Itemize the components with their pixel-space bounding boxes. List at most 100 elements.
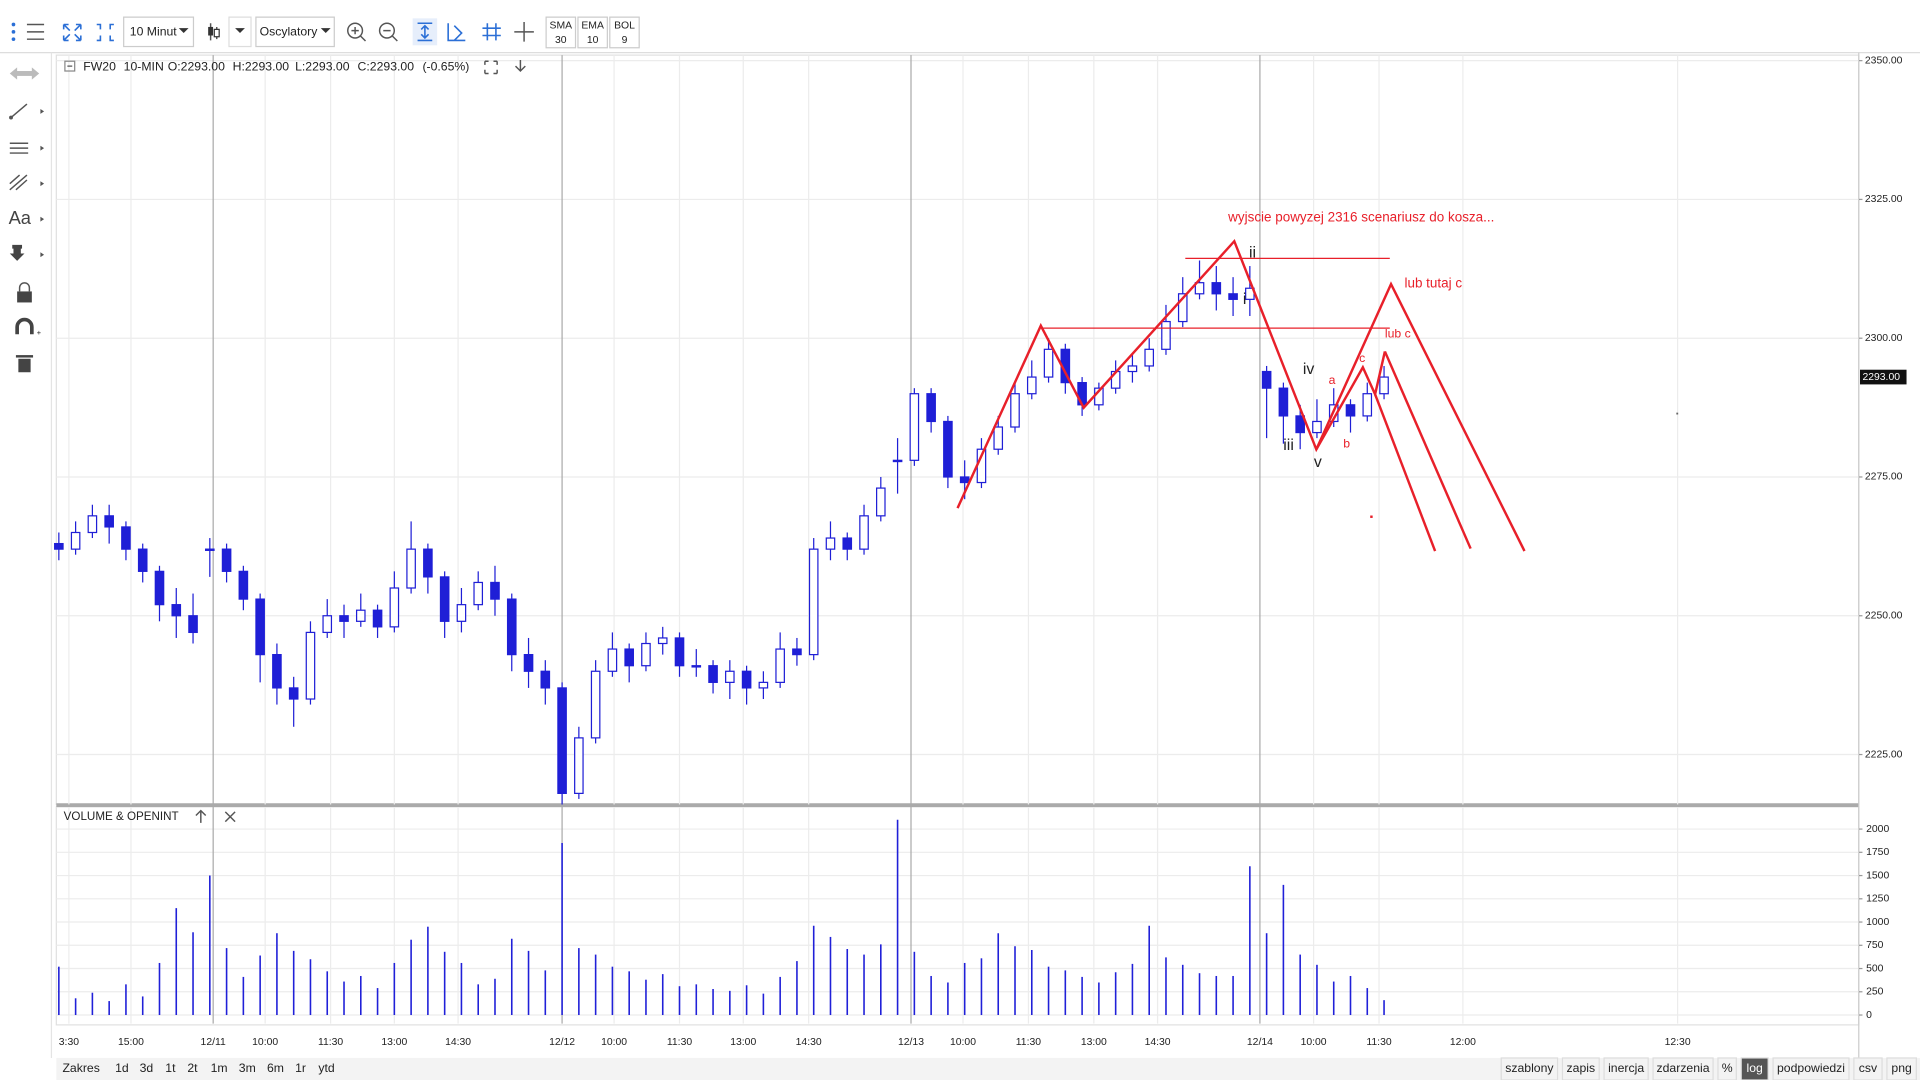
- candle-body: [490, 581, 500, 600]
- arrow-tool[interactable]: [9, 244, 45, 261]
- candle-body: [943, 420, 953, 478]
- x-tick-label: 10:00: [601, 1037, 627, 1048]
- menu-dots[interactable]: [11, 22, 16, 42]
- text-tool-arrow: [40, 216, 45, 222]
- option-button[interactable]: [1500, 1057, 1559, 1080]
- magnet-button[interactable]: +: [15, 317, 41, 337]
- y-tick-label: 2325.00: [1865, 194, 1903, 205]
- x-tick-label: 11:30: [667, 1037, 692, 1048]
- autoscale-button[interactable]: [412, 18, 438, 46]
- candle-body: [288, 687, 299, 700]
- option-button[interactable]: [1772, 1057, 1850, 1080]
- zoom-out-button[interactable]: [378, 22, 398, 42]
- candle-body: [1295, 415, 1305, 434]
- y-tick-label: 2275.00: [1865, 472, 1903, 483]
- scroll-end-button[interactable]: [447, 23, 466, 42]
- indicator-button[interactable]: [545, 16, 577, 49]
- option-button[interactable]: [1740, 1057, 1769, 1080]
- drawn-dot: [1676, 412, 1679, 415]
- y-tick-label: 1500: [1866, 870, 1889, 881]
- candle-body: [641, 642, 651, 667]
- crosshair-button[interactable]: [514, 22, 534, 42]
- candle-body: [255, 598, 265, 656]
- line-tool[interactable]: [9, 103, 45, 120]
- interval-dropdown[interactable]: [123, 16, 195, 48]
- option-label: log: [1747, 1061, 1764, 1075]
- fullscreen-button[interactable]: [62, 23, 82, 42]
- text-tool[interactable]: Aa: [9, 207, 32, 228]
- candle-body: [792, 648, 802, 656]
- annotation: v: [1314, 454, 1322, 471]
- x-tick-label: 11:30: [1366, 1037, 1391, 1048]
- dropdown-arrow: [320, 28, 331, 34]
- candle-body: [607, 648, 618, 672]
- candle-body: [691, 665, 702, 668]
- candle-body: [1345, 404, 1356, 417]
- last-price-label: 2293.00: [1862, 372, 1900, 383]
- candle-body: [1312, 420, 1322, 434]
- menu-hamburger[interactable]: [26, 23, 45, 40]
- option-button[interactable]: [1717, 1057, 1737, 1080]
- header-item: C:2293.00: [358, 60, 415, 74]
- zoom-in-button[interactable]: [347, 22, 367, 42]
- x-tick-label: 14:30: [1145, 1037, 1171, 1048]
- header-expand-icon[interactable]: [484, 60, 498, 75]
- candle-body: [121, 526, 131, 550]
- candle-body: [456, 604, 467, 622]
- candle-body: [892, 459, 903, 463]
- option-button[interactable]: [1853, 1057, 1883, 1080]
- range-button-label: 3d: [140, 1061, 154, 1075]
- annotation: lub c: [1385, 327, 1411, 341]
- option-button[interactable]: [1561, 1057, 1600, 1080]
- candle-body: [355, 609, 366, 622]
- user-drawings: [956, 238, 1679, 552]
- volume-title: VOLUME & OPENINT: [64, 810, 179, 823]
- grid-button[interactable]: [482, 23, 501, 41]
- candle-body: [221, 548, 232, 572]
- y-tick-label: 2225.00: [1865, 749, 1903, 760]
- x-tick-label: 10:00: [1301, 1037, 1327, 1048]
- option-button[interactable]: [1603, 1057, 1649, 1080]
- indicator-name: EMA: [581, 20, 604, 31]
- indicator-button[interactable]: [577, 16, 608, 49]
- indicator-period: 30: [555, 35, 567, 46]
- option-button[interactable]: [1886, 1057, 1917, 1080]
- candle-body: [423, 548, 433, 578]
- candle-body: [1228, 293, 1238, 300]
- fib-tool[interactable]: [9, 174, 45, 191]
- candle-body: [926, 393, 936, 423]
- option-button[interactable]: [1652, 1057, 1714, 1080]
- oscillators-dropdown[interactable]: [255, 16, 335, 48]
- candle-body: [808, 548, 819, 656]
- range-button-label: 1r: [295, 1061, 306, 1075]
- candle-body: [1362, 393, 1373, 417]
- undo-redo-button[interactable]: [9, 67, 40, 80]
- candle-body: [876, 487, 886, 517]
- candle-body: [574, 737, 584, 794]
- candle-body: [188, 615, 198, 634]
- x-tick-label: 14:30: [445, 1037, 471, 1048]
- annotation: b: [1343, 437, 1350, 451]
- lock-button[interactable]: [17, 282, 32, 303]
- range-button-label: 2t: [187, 1061, 198, 1075]
- hline-tool[interactable]: [9, 142, 45, 154]
- range-button-label: 1m: [211, 1061, 228, 1075]
- candle-body: [322, 615, 333, 634]
- x-tick-label: 12/11: [201, 1037, 226, 1048]
- header-item: FW20: [83, 60, 116, 74]
- volume-up-button[interactable]: [195, 809, 207, 823]
- svg-text:+: +: [37, 328, 41, 337]
- x-tick-label: 13:00: [381, 1037, 407, 1048]
- header-down-icon[interactable]: [514, 60, 526, 73]
- annotation: a: [1329, 373, 1336, 387]
- range-button-label: 6m: [267, 1061, 284, 1075]
- indicator-button[interactable]: [609, 16, 640, 49]
- delete-button[interactable]: [15, 355, 34, 373]
- collapse-button[interactable]: [64, 60, 76, 72]
- shrink-button[interactable]: [96, 23, 114, 42]
- candle-body: [54, 542, 64, 550]
- volume-close-button[interactable]: [224, 811, 236, 823]
- chart-type-button[interactable]: [208, 23, 220, 41]
